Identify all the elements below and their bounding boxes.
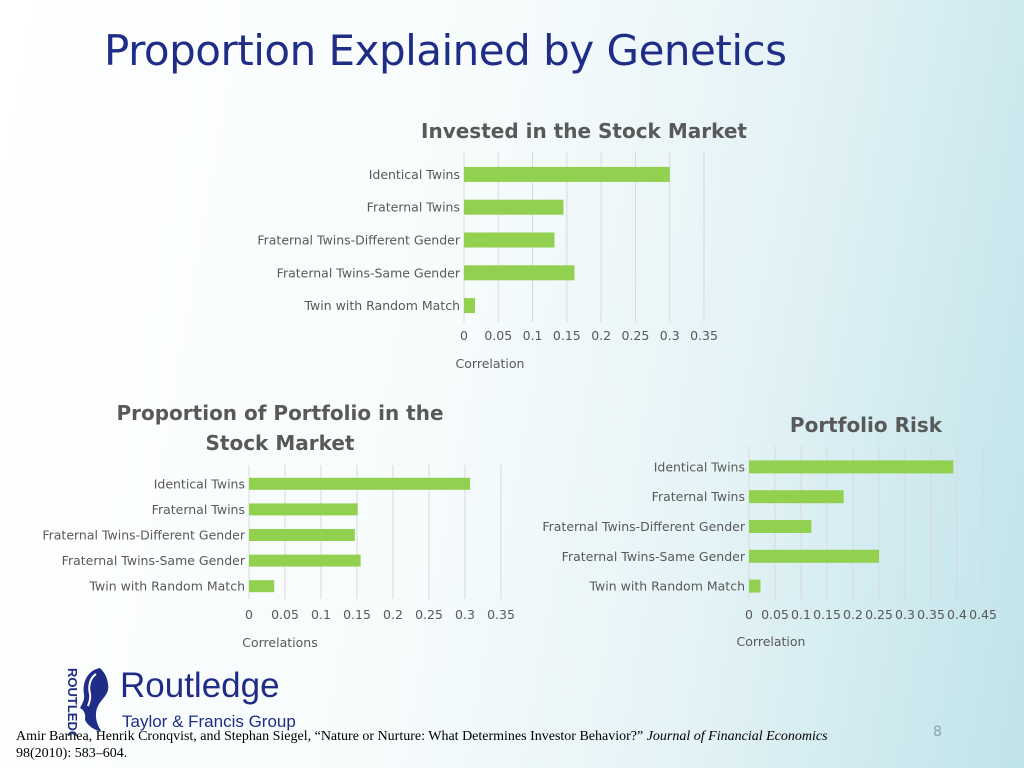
citation-journal: Journal of Financial Economics	[646, 729, 828, 744]
bar	[749, 579, 761, 593]
tick-label: 0.1	[791, 607, 811, 622]
tick-label: 0.4	[947, 607, 967, 622]
tick-label: 0.35	[917, 607, 945, 622]
logo-name: Routledge	[120, 666, 280, 705]
tick-label: 0.3	[895, 607, 915, 622]
category-label: Fraternal Twins-Same Gender	[277, 265, 461, 280]
category-label: Identical Twins	[369, 167, 460, 182]
category-label: Fraternal Twins	[367, 200, 460, 215]
x-axis-label: Correlation	[456, 356, 525, 371]
tick-label: 0.15	[343, 607, 371, 622]
bar	[749, 490, 844, 504]
chart-portfolio-risk: Portfolio Risk 0 0.05 0.1 0.15 0.2 0.25 0.3 0.35…	[530, 406, 1000, 656]
tick-label: 0.1	[311, 607, 331, 622]
bar	[249, 477, 471, 490]
category-label: Fraternal Twins-Different Gender	[257, 233, 461, 248]
page-number: 8	[933, 724, 942, 740]
bar	[249, 580, 275, 593]
x-axis-label: Correlation	[737, 634, 806, 649]
tick-label: 0	[460, 328, 468, 343]
bar	[464, 199, 564, 215]
slide-title: Proportion Explained by Genetics	[104, 26, 787, 75]
tick-label: 0.2	[383, 607, 403, 622]
bar	[464, 232, 555, 248]
citation-rest: 98(2010): 583–604.	[16, 746, 128, 761]
tick-label: 0.25	[865, 607, 893, 622]
routledge-logo: ROUTLEDGE Routledge Taylor & Francis Gro…	[58, 664, 328, 736]
category-label: Identical Twins	[154, 476, 245, 491]
x-axis-label: Correlations	[242, 635, 317, 650]
tick-label: 0.1	[523, 328, 543, 343]
bar	[464, 265, 575, 281]
chart-svg: Invested in the Stock Market 0 0.05 0.1 0.15…	[257, 119, 747, 371]
tick-label: 0.45	[969, 607, 997, 622]
bar	[749, 520, 812, 533]
routledge-head-logo-icon: ROUTLEDGE	[65, 668, 109, 736]
bar	[749, 549, 879, 563]
tick-label: 0.15	[553, 328, 581, 343]
category-label: Twin with Random Match	[588, 579, 745, 594]
bar	[464, 166, 670, 182]
tick-label: 0.2	[843, 607, 863, 622]
tick-label: 0.2	[591, 328, 611, 343]
tick-label: 0	[745, 607, 753, 622]
tick-label: 0.35	[690, 328, 718, 343]
tick-label: 0.05	[761, 607, 789, 622]
chart-svg: Portfolio Risk 0 0.05 0.1 0.15 0.2 0.25 0.3 0.35…	[542, 413, 997, 649]
chart-title: Invested in the Stock Market	[421, 119, 747, 143]
category-label: Fraternal Twins	[152, 502, 245, 517]
category-label: Identical Twins	[654, 459, 745, 474]
category-label: Fraternal Twins-Different Gender	[42, 528, 246, 543]
chart-portfolio-proportion: Proportion of Portfolio in the Stock Mark…	[20, 396, 520, 656]
tick-label: 0.25	[622, 328, 650, 343]
tick-label: 0.35	[487, 607, 515, 622]
tick-label: 0.05	[271, 607, 299, 622]
logo-subtitle: Taylor & Francis Group	[122, 712, 296, 731]
category-label: Fraternal Twins-Different Gender	[542, 519, 746, 534]
bar	[249, 503, 358, 516]
tick-label: 0.3	[660, 328, 680, 343]
tick-label: 0.3	[455, 607, 475, 622]
tick-label: 0.25	[415, 607, 443, 622]
category-label: Twin with Random Match	[88, 579, 245, 594]
bar	[249, 529, 355, 541]
citation: Amir Barnea, Henrik Cronqvist, and Steph…	[16, 728, 926, 762]
tick-label: 0	[245, 607, 253, 622]
bar	[249, 554, 361, 567]
category-label: Fraternal Twins-Same Gender	[62, 553, 246, 568]
category-label: Twin with Random Match	[303, 298, 460, 313]
category-label: Fraternal Twins-Same Gender	[562, 549, 746, 564]
chart-title: Stock Market	[206, 431, 355, 455]
chart-invested-stock-market: Invested in the Stock Market 0 0.05 0.1 0.15…	[240, 112, 747, 382]
category-label: Fraternal Twins	[652, 489, 745, 504]
chart-title: Portfolio Risk	[790, 413, 943, 437]
citation-text: Amir Barnea, Henrik Cronqvist, and Steph…	[16, 729, 644, 744]
bar	[749, 460, 954, 474]
chart-title: Proportion of Portfolio in the	[116, 401, 443, 425]
chart-svg: Proportion of Portfolio in the Stock Mark…	[42, 401, 515, 650]
tick-label: 0.15	[813, 607, 841, 622]
bar	[464, 298, 475, 314]
logo-vertical-text: ROUTLEDGE	[65, 668, 80, 736]
tick-label: 0.05	[484, 328, 512, 343]
